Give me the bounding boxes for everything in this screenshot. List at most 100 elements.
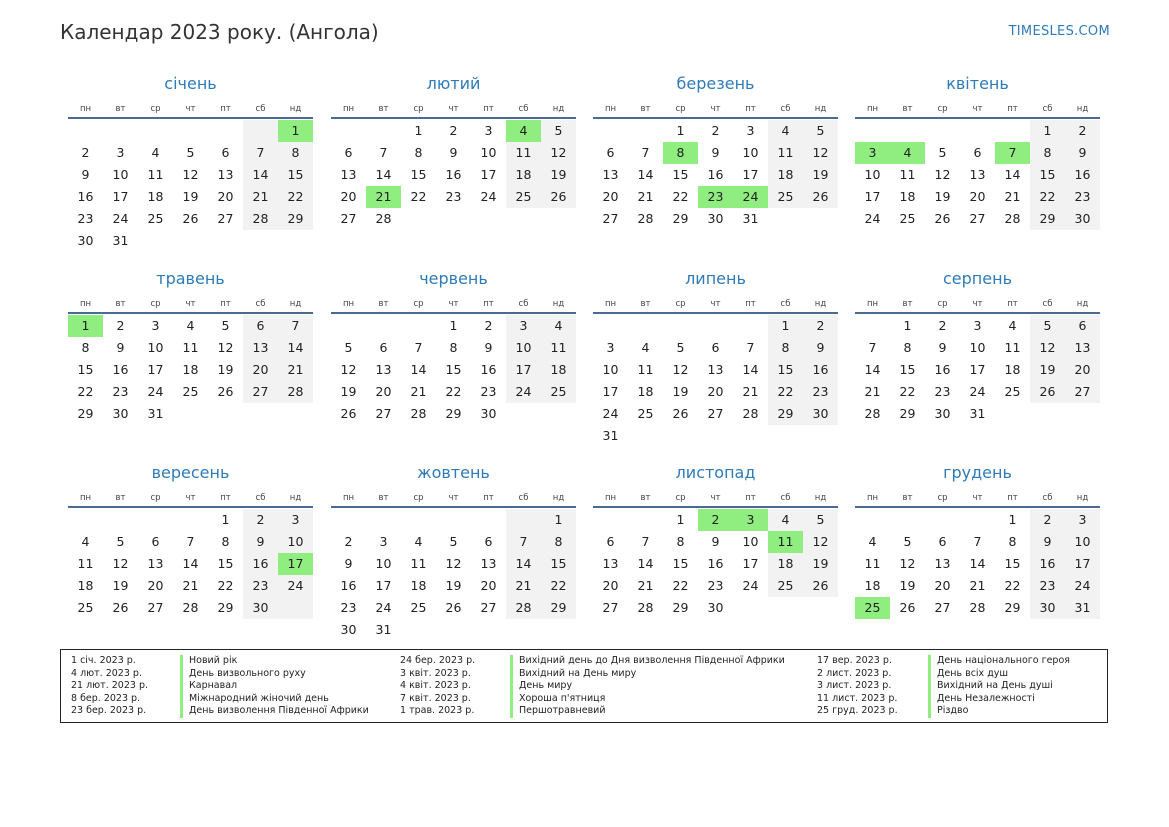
weekday-label: сб — [255, 299, 266, 309]
site-link[interactable]: TIMESLES.COM — [1008, 24, 1110, 39]
day-cell: 19 — [812, 167, 829, 182]
day-cell: 20 — [602, 189, 619, 204]
day-cell: 23 — [77, 211, 94, 226]
weekday-label: ср — [937, 299, 948, 309]
day-cell: 2 — [449, 123, 458, 138]
day-cell: 21 — [742, 384, 759, 399]
day-cell: 6 — [484, 534, 493, 549]
day-cell: 19 — [899, 578, 916, 593]
weekday-label: ср — [937, 493, 948, 503]
day-cell: 2 — [344, 534, 353, 549]
day-cell: 12 — [112, 556, 129, 571]
day-cell: 18 — [637, 384, 654, 399]
day-cell: 11 — [899, 167, 916, 182]
weekday-label: пн — [866, 104, 879, 114]
weekday-label: чт — [972, 104, 983, 114]
legend-date: 4 квіт. 2023 р. — [400, 680, 471, 692]
holiday-day-cell: 17 — [278, 553, 313, 575]
day-cell: 6 — [973, 145, 982, 160]
day-cell: 26 — [340, 406, 357, 421]
weekday-label: ср — [675, 299, 686, 309]
day-cell: 7 — [519, 534, 528, 549]
day-cell: 2 — [711, 123, 720, 138]
day-cell: 9 — [81, 167, 90, 182]
weekday-label: сб — [1042, 493, 1053, 503]
day-cell: 22 — [445, 384, 462, 399]
month-name: грудень — [943, 463, 1012, 482]
weekend-shading — [506, 315, 576, 403]
weekday-label: ср — [675, 493, 686, 503]
day-cell: 19 — [112, 578, 129, 593]
day-cell: 30 — [480, 406, 497, 421]
day-cell: 31 — [112, 233, 129, 248]
weekday-label: сб — [1042, 299, 1053, 309]
day-cell: 21 — [637, 189, 654, 204]
day-cell: 4 — [554, 318, 563, 333]
day-cell: 16 — [1039, 556, 1056, 571]
day-cell: 31 — [602, 428, 619, 443]
weekday-label: ср — [150, 493, 161, 503]
month-name: травень — [156, 269, 225, 288]
day-cell: 15 — [217, 556, 234, 571]
weekday-label: ср — [150, 299, 161, 309]
legend-holiday-name: День визвольного руху — [189, 667, 306, 679]
day-cell: 30 — [112, 406, 129, 421]
weekday-label: чт — [972, 493, 983, 503]
day-cell: 31 — [147, 406, 164, 421]
weekday-label: нд — [552, 493, 565, 503]
day-cell: 4 — [414, 534, 423, 549]
day-cell: 14 — [375, 167, 392, 182]
day-cell: 10 — [864, 167, 881, 182]
weekday-label: пн — [79, 299, 92, 309]
weekday-label: чт — [185, 493, 196, 503]
weekday-label: чт — [185, 299, 196, 309]
month-divider — [593, 117, 838, 119]
day-cell: 11 — [637, 362, 654, 377]
day-cell: 4 — [781, 123, 790, 138]
weekday-label: чт — [710, 299, 721, 309]
day-cell: 2 — [1078, 123, 1087, 138]
day-cell: 15 — [287, 167, 304, 182]
weekend-shading — [506, 509, 576, 619]
day-cell: 10 — [1074, 534, 1091, 549]
month-name: квітень — [946, 74, 1009, 93]
day-cell: 6 — [151, 534, 160, 549]
day-cell: 19 — [812, 556, 829, 571]
day-cell: 22 — [217, 578, 234, 593]
weekday-label: пн — [342, 299, 355, 309]
day-cell: 13 — [375, 362, 392, 377]
legend-holiday-name: Вихідний на День душі — [937, 680, 1053, 692]
day-cell: 20 — [375, 384, 392, 399]
day-cell: 9 — [816, 340, 825, 355]
legend-names-column: День національного героя День всіх душ Вих… — [928, 655, 1070, 718]
weekday-label: пн — [79, 493, 92, 503]
day-cell: 17 — [480, 167, 497, 182]
day-cell: 6 — [1078, 318, 1087, 333]
day-cell: 6 — [221, 145, 230, 160]
day-cell: 10 — [742, 145, 759, 160]
month-divider — [593, 312, 838, 314]
legend-date: 2 лист. 2023 р. — [817, 667, 892, 679]
weekday-label: нд — [552, 299, 565, 309]
day-cell: 26 — [812, 189, 829, 204]
day-cell: 27 — [1074, 384, 1091, 399]
day-cell: 6 — [379, 340, 388, 355]
legend-holiday-name: Міжнародний жіночий день — [189, 692, 329, 704]
day-cell: 7 — [414, 340, 423, 355]
day-cell: 14 — [1004, 167, 1021, 182]
weekday-label: пт — [1007, 104, 1018, 114]
weekday-label: пт — [220, 104, 231, 114]
day-cell: 16 — [707, 556, 724, 571]
month-name: листопад — [675, 463, 756, 482]
day-cell: 30 — [707, 600, 724, 615]
day-cell: 16 — [480, 362, 497, 377]
day-cell: 22 — [77, 384, 94, 399]
day-cell: 29 — [672, 211, 689, 226]
day-cell: 30 — [934, 406, 951, 421]
day-cell: 26 — [899, 600, 916, 615]
day-cell: 28 — [637, 211, 654, 226]
weekend-shading — [768, 315, 838, 425]
day-cell: 2 — [81, 145, 90, 160]
day-cell: 22 — [1039, 189, 1056, 204]
day-cell: 13 — [1074, 340, 1091, 355]
